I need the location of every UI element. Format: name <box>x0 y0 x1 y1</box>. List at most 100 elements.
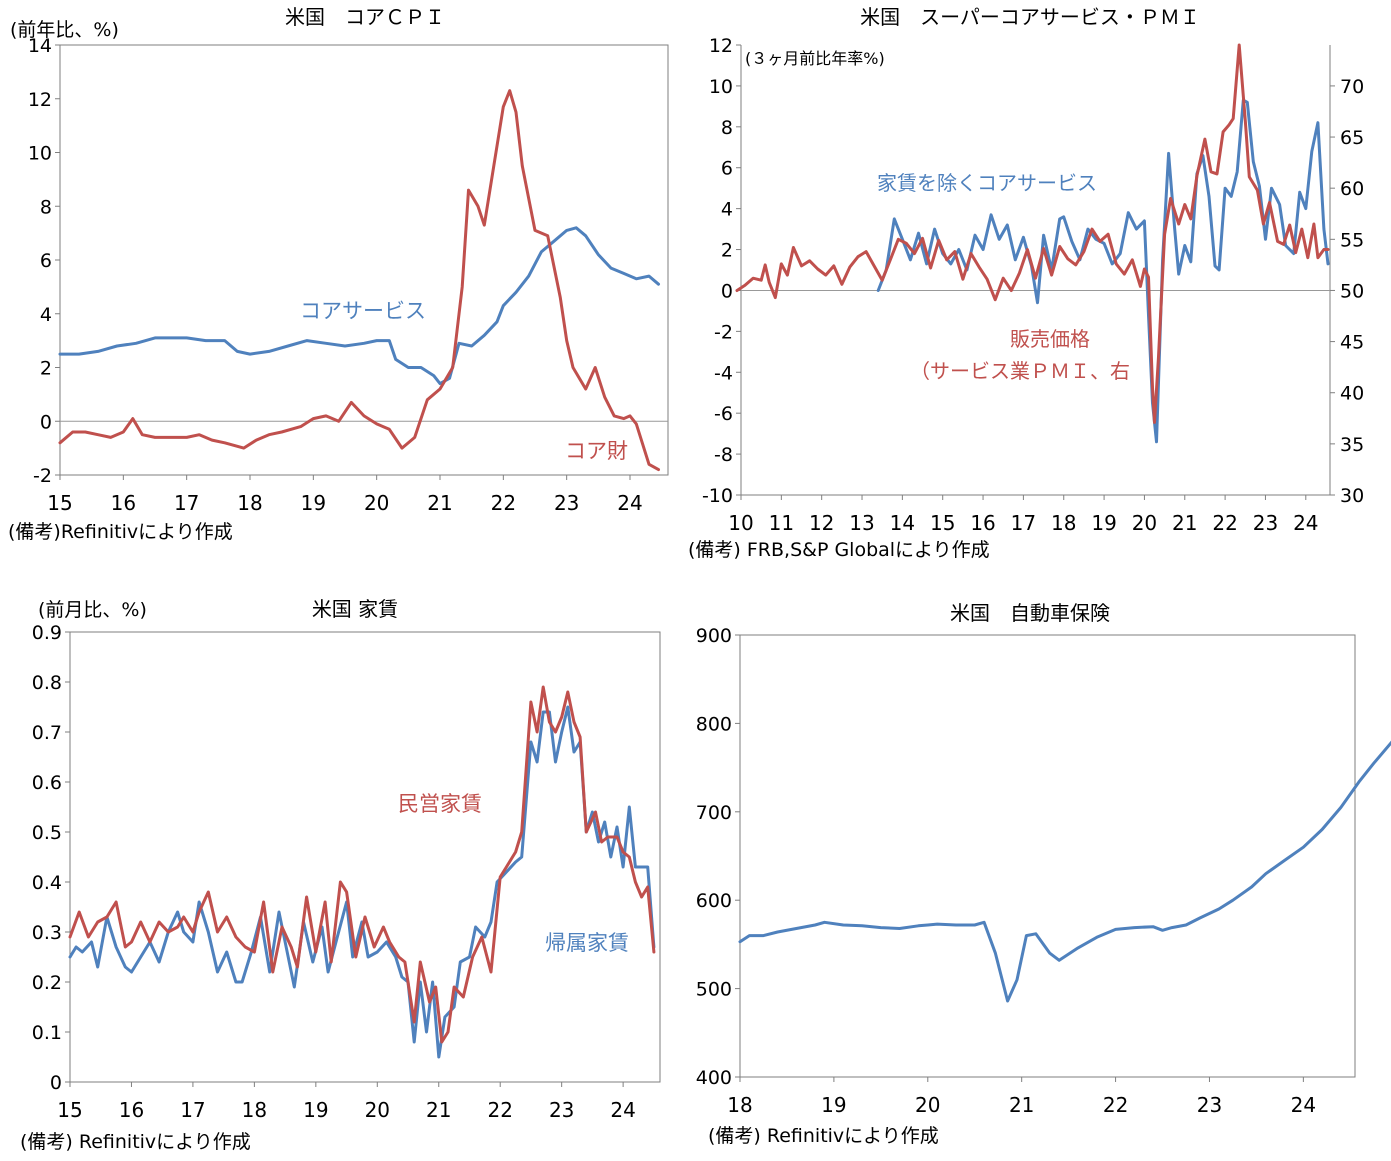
x-tick-label: 24 <box>1293 511 1318 535</box>
x-tick-label: 17 <box>180 1098 205 1122</box>
auto-insurance-chart: 米国 自動車保険 400 500 600 700 800 900 18 19 20 21 22 23 2… <box>696 601 1391 1147</box>
supercore-pmi-axes: -10-8-6-4-202468101230354045505560657010… <box>702 35 1364 535</box>
rent-unit-label: (前月比、%) <box>38 599 147 621</box>
series-line-1 <box>68 685 656 1044</box>
x-tick-label: 19 <box>821 1093 846 1117</box>
y2-tick-label: 65 <box>1340 127 1364 149</box>
y-tick-label: -2 <box>33 465 52 487</box>
y-tick-label: -10 <box>702 485 733 507</box>
core-cpi-note: (備考)Refinitivにより作成 <box>8 521 233 543</box>
supercore-pmi-note: (備考) FRB,S&P Globalにより作成 <box>688 539 990 561</box>
x-tick-label: 17 <box>174 491 199 515</box>
rent-title: 米国 家賃 <box>312 597 398 621</box>
y2-tick-label: 60 <box>1340 178 1364 200</box>
x-tick-label: 22 <box>1103 1093 1128 1117</box>
supercore-pmi-unit-label: (３ヶ月前比年率%) <box>745 49 885 68</box>
series-line-0 <box>68 705 656 1059</box>
y-tick-label: 0.4 <box>32 872 62 894</box>
y-tick-label: 14 <box>28 35 52 57</box>
x-tick-label: 23 <box>549 1098 574 1122</box>
x-tick-label: 21 <box>1009 1093 1034 1117</box>
x-tick-label: 23 <box>554 491 579 515</box>
x-tick-label: 11 <box>769 511 794 535</box>
auto-insurance-series <box>738 740 1391 1003</box>
y2-tick-label: 45 <box>1340 332 1364 354</box>
x-tick-label: 15 <box>57 1098 82 1122</box>
y-tick-label: 4 <box>40 304 52 326</box>
y-tick-label: -6 <box>714 403 733 425</box>
x-tick-label: 23 <box>1253 511 1278 535</box>
x-tick-label: 19 <box>1091 511 1116 535</box>
y2-tick-label: 35 <box>1340 434 1364 456</box>
x-tick-label: 24 <box>610 1098 635 1122</box>
x-tick-label: 16 <box>970 511 995 535</box>
plot-frame <box>739 634 1356 1078</box>
auto-insurance-title: 米国 自動車保険 <box>950 601 1110 625</box>
x-tick-label: 20 <box>365 1098 390 1122</box>
x-tick-label: 24 <box>617 491 642 515</box>
x-tick-label: 15 <box>47 491 72 515</box>
y-tick-label: 800 <box>696 713 732 735</box>
series-line-0 <box>58 226 660 386</box>
x-tick-label: 19 <box>301 491 326 515</box>
x-tick-label: 16 <box>111 491 136 515</box>
series-line-1 <box>735 43 1330 424</box>
y-tick-label: 0 <box>40 411 52 433</box>
y-tick-label: 0.8 <box>32 672 62 694</box>
x-tick-label: 10 <box>728 511 753 535</box>
x-tick-label: 24 <box>1291 1093 1316 1117</box>
auto-insurance-axes: 400 500 600 700 800 900 18 19 20 21 22 23 24 <box>696 625 1356 1117</box>
core-cpi-unit-label: (前年比、%) <box>10 19 119 41</box>
y-tick-label: 10 <box>709 76 733 98</box>
y-tick-label: 8 <box>721 117 733 139</box>
x-tick-label: 22 <box>487 1098 512 1122</box>
supercore-pmi-series <box>735 43 1330 444</box>
y-tick-label: 600 <box>696 890 732 912</box>
x-tick-label: 18 <box>237 491 262 515</box>
y-tick-label: -8 <box>714 444 733 466</box>
x-tick-label: 23 <box>1197 1093 1222 1117</box>
y-tick-label: 0.2 <box>32 972 62 994</box>
x-tick-label: 22 <box>1212 511 1237 535</box>
rent-label-private: 民営家賃 <box>398 792 482 816</box>
y-tick-label: 0.5 <box>32 822 62 844</box>
x-tick-label: 20 <box>915 1093 940 1117</box>
x-tick-label: 21 <box>1172 511 1197 535</box>
y-tick-label: 700 <box>696 802 732 824</box>
x-tick-label: 13 <box>849 511 874 535</box>
y-tick-label: 400 <box>696 1067 732 1089</box>
y-tick-label: 0 <box>721 280 733 302</box>
series-line-0 <box>876 98 1330 444</box>
plot-frame <box>59 44 669 476</box>
y2-tick-label: 70 <box>1340 76 1364 98</box>
x-tick-label: 15 <box>930 511 955 535</box>
y-tick-label: 0 <box>50 1072 62 1094</box>
y-tick-label: 0.6 <box>32 772 62 794</box>
y2-tick-label: 40 <box>1340 383 1364 405</box>
x-tick-label: 20 <box>364 491 389 515</box>
y-tick-label: 6 <box>721 158 733 180</box>
y-tick-label: 2 <box>721 240 733 262</box>
y-tick-label: 0.9 <box>32 622 62 644</box>
supercore-pmi-title: 米国 スーパーコアサービス・ＰＭＩ <box>860 5 1200 29</box>
y-tick-label: 12 <box>28 89 52 111</box>
core-cpi-series <box>58 89 660 472</box>
x-tick-label: 20 <box>1132 511 1157 535</box>
y-tick-label: 2 <box>40 358 52 380</box>
supercore-pmi-chart: 米国 スーパーコアサービス・ＰＭＩ (３ヶ月前比年率%) -10 -8 -6 -4 -2… <box>688 5 1364 561</box>
x-tick-label: 12 <box>809 511 834 535</box>
y-tick-label: 0.3 <box>32 922 62 944</box>
core-cpi-title: 米国 コアＣＰＩ <box>285 5 445 29</box>
x-tick-label: 16 <box>119 1098 144 1122</box>
y2-tick-label: 30 <box>1340 485 1364 507</box>
x-tick-label: 18 <box>1051 511 1076 535</box>
y-tick-label: 10 <box>28 143 52 165</box>
x-tick-label: 22 <box>491 491 516 515</box>
y2-tick-label: 50 <box>1340 280 1364 302</box>
plot-frame <box>69 631 661 1083</box>
core-cpi-label-services: コアサービス <box>300 299 426 323</box>
x-tick-label: 14 <box>890 511 915 535</box>
y-tick-label: 900 <box>696 625 732 647</box>
rent-chart: 米国 家賃 (前月比、%) 00.10.20.30.40.50.60.70.80… <box>20 597 661 1153</box>
